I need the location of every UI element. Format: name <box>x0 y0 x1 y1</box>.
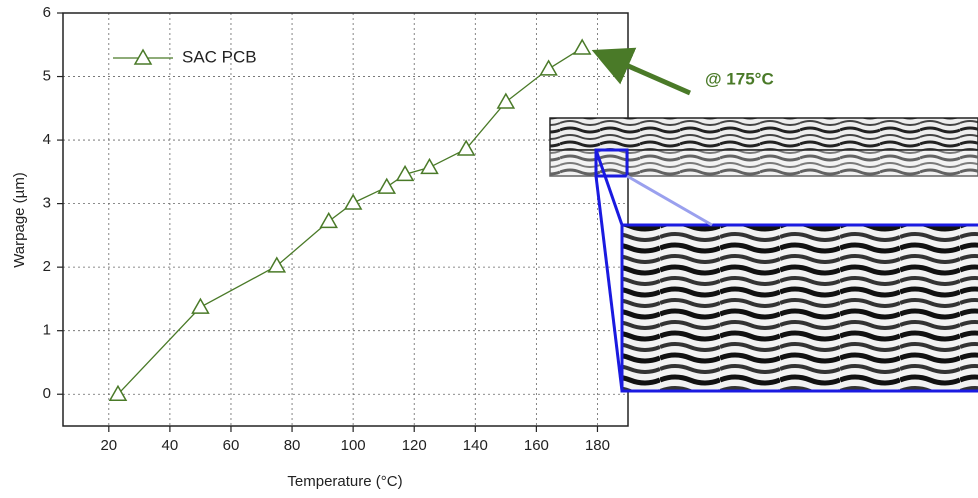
marker <box>496 92 516 109</box>
strip-top <box>549 117 978 151</box>
y-tick-label: 3 <box>43 195 51 212</box>
y-tick-label: 2 <box>43 258 51 275</box>
x-tick-label: 20 <box>100 437 117 454</box>
zoom-image <box>622 225 978 391</box>
y-tick-label: 4 <box>43 131 51 148</box>
zoom-frame <box>620 223 978 393</box>
annotation: @ 175°C <box>705 69 774 88</box>
x-tick-label: 140 <box>463 437 488 454</box>
plot-frame <box>62 12 629 427</box>
plot-area: 20 40 60 80 100 120 140 160 180 0 1 2 3 4 5 6 SAC PCB <box>43 4 629 454</box>
marker <box>377 177 397 194</box>
y-tick-label: 1 <box>43 322 51 339</box>
y-tick-label: 0 <box>43 385 51 402</box>
zoom-line <box>594 175 624 392</box>
x-axis-label: Temperature (°C) <box>287 473 402 490</box>
marker <box>108 384 128 401</box>
x-tick-label: 40 <box>162 437 179 454</box>
marker <box>456 139 476 156</box>
inset-image <box>549 117 978 393</box>
zoom-line <box>626 174 713 227</box>
marker <box>395 164 415 182</box>
marker <box>343 193 363 210</box>
x-tick-label: 100 <box>341 437 366 454</box>
strip-bottom <box>549 149 978 177</box>
legend-marker <box>133 48 153 65</box>
y-tick-label: 5 <box>43 68 51 85</box>
zoom-line <box>594 149 624 226</box>
marker <box>319 211 338 229</box>
x-tick-label: 160 <box>524 437 549 454</box>
arrow <box>591 47 692 96</box>
marker <box>267 256 287 273</box>
x-tick-label: 180 <box>585 437 610 454</box>
x-tick-label: 60 <box>223 437 240 454</box>
y-axis-label: Warpage (µm) <box>11 172 28 268</box>
x-tick-label: 120 <box>402 437 427 454</box>
marker <box>539 59 558 76</box>
y-tick-label: 6 <box>43 4 51 21</box>
zoom-source <box>594 148 629 178</box>
marker <box>191 297 210 314</box>
x-tick-label: 80 <box>284 437 301 454</box>
legend-label: SAC PCB <box>182 47 257 66</box>
marker <box>572 38 592 55</box>
marker <box>420 157 439 175</box>
series-line <box>117 47 583 395</box>
